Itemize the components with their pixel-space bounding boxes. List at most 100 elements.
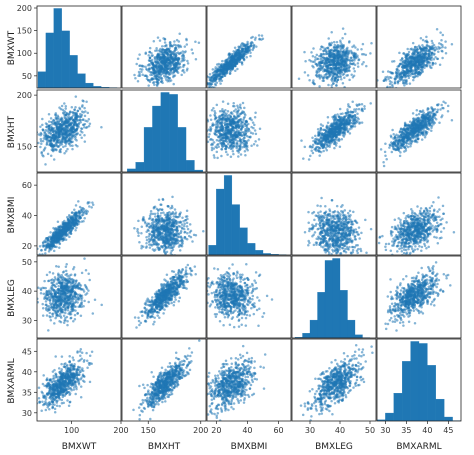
cell-bmxwt-vs-bmxarml [376,5,462,89]
scatter-point [237,114,240,118]
scatter-point [386,70,390,73]
scatter-point [61,108,65,112]
scatter-point [200,141,203,144]
histogram-bar [152,105,161,172]
scatter-point [353,108,356,111]
scatter-point [67,139,71,142]
scatter-point [250,118,253,122]
scatter-point [219,82,222,85]
y-tick-label: 150 [17,27,32,36]
scatter-point [237,147,241,151]
scatter-point [51,147,55,150]
scatter-point [345,47,348,51]
scatter-point [238,139,242,142]
scatter-point [211,85,214,88]
scatter-point [168,71,171,75]
scatter-point [240,120,243,124]
scatter-point [150,78,154,81]
scatter-point [349,58,352,62]
scatter-point [400,146,403,150]
scatter-point [237,45,240,48]
scatter-point [325,127,329,130]
scatter-point [214,83,218,87]
scatter-point [220,148,224,151]
scatter-point [233,46,237,49]
scatter-point [243,136,246,139]
scatter-point [215,138,219,142]
scatter-point [64,104,68,108]
scatter-point [43,146,47,150]
scatter-point [347,52,351,55]
scatter-point [322,143,326,146]
scatter-point [430,129,433,132]
scatter-point [194,40,197,43]
scatter-point [322,79,326,82]
scatter-point [233,58,237,62]
scatter-point [40,142,43,145]
scatter-point [66,116,69,119]
scatter-point [149,67,153,70]
scatter-point [72,133,76,136]
scatter-point [399,127,403,130]
scatter-point [394,77,397,81]
scatter-point [83,114,87,118]
cell-frame [36,89,122,173]
scatter-point [425,60,428,63]
cell-marks [127,92,203,172]
cell-bmxwt-vs-bmxbmi [206,5,292,89]
scatter-point [64,140,67,144]
scatter-point [332,123,335,127]
scatter-point [330,84,333,87]
scatter-point [235,51,239,54]
scatter-point [331,58,335,61]
scatter-point [225,58,229,62]
scatter-point [140,70,143,74]
scatter-point [86,111,90,115]
scatter-point [348,114,352,118]
scatter-point [64,113,68,117]
scatter-point [440,38,443,42]
scatter-point [39,139,43,143]
scatter-point [160,65,164,69]
scatter-point [173,40,176,43]
cell-frame [206,5,292,89]
scatter-point [224,109,227,112]
scatter-point [228,53,231,56]
scatter-point [438,63,442,66]
scatter-point [60,104,64,108]
cell-marks [37,95,103,166]
scatter-point [360,102,364,106]
y-tick-label: 150 [17,142,32,151]
scatter-point [355,108,358,111]
scatter-point [399,151,402,154]
scatter-point [332,40,336,44]
scatter-point [335,40,339,44]
scatter-point [347,41,351,44]
cell-frame [291,89,377,173]
scatter-point [86,120,89,123]
scatter-point [436,57,439,61]
scatter-point [175,63,178,67]
scatter-point [180,73,183,77]
scatter-point [332,127,336,131]
scatter-point [365,64,368,68]
scatter-point [211,124,214,127]
scatter-point [172,82,175,86]
scatter-point [69,127,72,130]
scatter-point [78,107,82,111]
scatter-point [230,128,233,131]
scatter-point [220,75,224,78]
scatter-point [407,72,410,75]
scatter-point [316,127,320,131]
scatter-point [232,129,236,132]
scatter-point [339,73,342,76]
scatter-point [360,109,363,112]
scatter-point [83,106,86,110]
scatter-point [141,73,144,76]
scatter-point [450,43,454,46]
scatter-point [317,146,320,149]
scatter-point [178,44,182,47]
scatter-point [330,55,333,58]
scatter-point [207,140,210,144]
